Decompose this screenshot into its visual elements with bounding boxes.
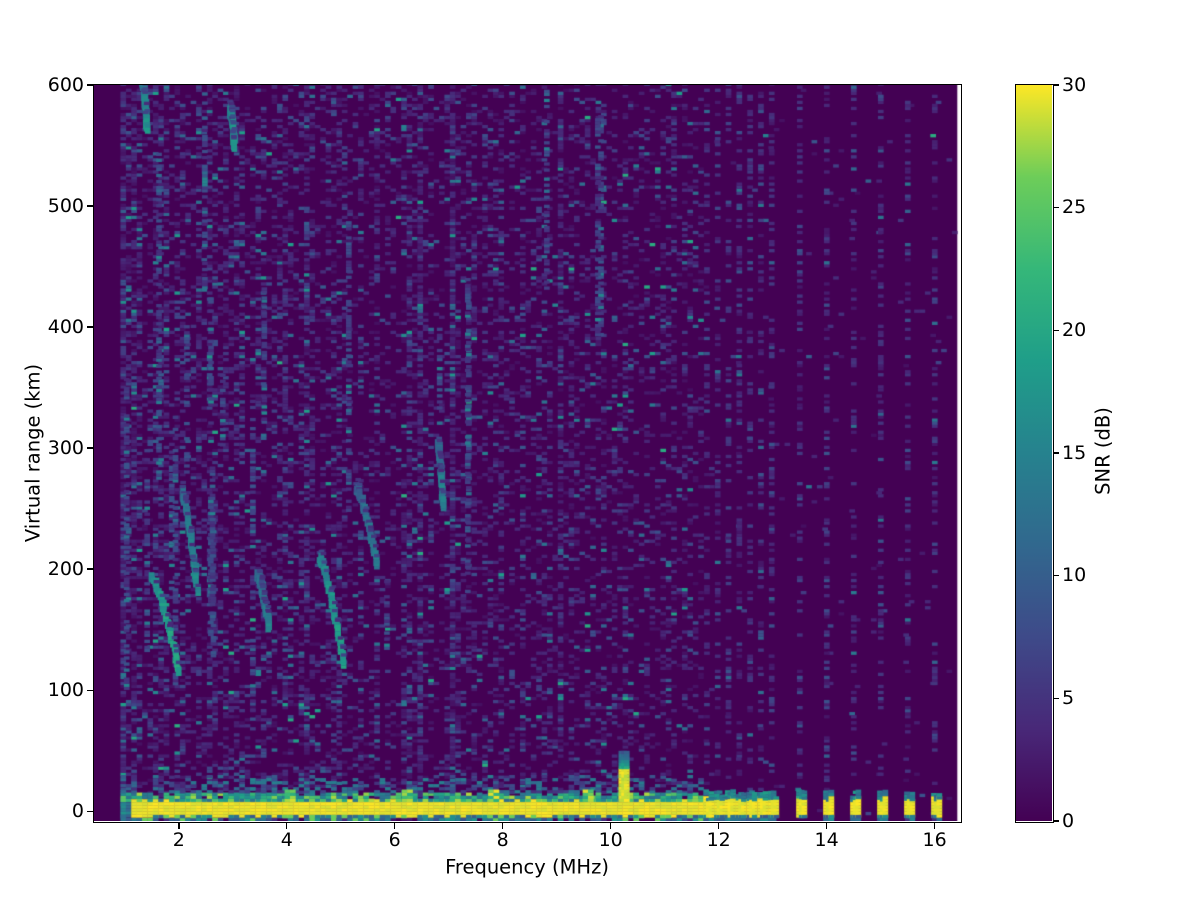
y-tick-label: 500 bbox=[47, 194, 84, 217]
colorbar-tick-mark bbox=[1053, 452, 1059, 454]
y-tick-mark bbox=[86, 447, 93, 449]
x-tick-label: 10 bbox=[598, 829, 623, 851]
colorbar-tick-label: 30 bbox=[1062, 73, 1087, 96]
x-tick-label: 16 bbox=[922, 829, 947, 851]
y-tick-mark bbox=[86, 568, 93, 570]
colorbar-tick-mark bbox=[1053, 329, 1059, 332]
x-tick-mark bbox=[393, 822, 396, 829]
colorbar-tick-label: 0 bbox=[1062, 809, 1075, 832]
x-tick-mark bbox=[933, 822, 936, 829]
colorbar-tick-label: 25 bbox=[1062, 196, 1087, 219]
y-tick-label: 400 bbox=[47, 315, 84, 338]
x-tick-label: 4 bbox=[280, 829, 293, 851]
y-tick-mark bbox=[86, 326, 93, 328]
y-tick-mark bbox=[86, 810, 93, 813]
colorbar-tick-label: 15 bbox=[1062, 441, 1087, 464]
y-tick-label: 300 bbox=[47, 436, 84, 459]
x-axis-label: Frequency (MHz) bbox=[445, 855, 609, 879]
x-tick-mark bbox=[717, 822, 720, 829]
ionogram-heatmap bbox=[94, 85, 960, 821]
y-tick-label: 100 bbox=[47, 678, 84, 701]
colorbar-tick-mark bbox=[1053, 84, 1059, 86]
y-tick-label: 600 bbox=[47, 73, 84, 96]
x-tick-label: 8 bbox=[496, 829, 509, 851]
x-tick-mark bbox=[825, 822, 828, 829]
y-tick-label: 0 bbox=[71, 799, 84, 822]
colorbar-label: SNR (dB) bbox=[1091, 407, 1115, 495]
y-tick-mark bbox=[86, 689, 93, 691]
y-tick-label: 200 bbox=[47, 557, 84, 580]
y-axis-label: Virtual range (km) bbox=[21, 363, 45, 543]
colorbar-tick-mark bbox=[1053, 574, 1059, 577]
x-tick-mark bbox=[285, 822, 288, 829]
y-tick-mark bbox=[86, 205, 93, 207]
x-tick-label: 14 bbox=[814, 829, 839, 851]
x-tick-label: 12 bbox=[706, 829, 731, 851]
colorbar-tick-label: 5 bbox=[1062, 686, 1075, 709]
colorbar-frame bbox=[1014, 83, 1054, 823]
x-tick-mark bbox=[609, 822, 612, 829]
y-tick-mark bbox=[86, 84, 93, 86]
x-tick-label: 2 bbox=[172, 829, 185, 851]
colorbar-tick-mark bbox=[1053, 697, 1059, 700]
x-tick-label: 6 bbox=[388, 829, 401, 851]
colorbar-tick-mark bbox=[1053, 206, 1059, 209]
x-tick-mark bbox=[178, 822, 180, 829]
colorbar-tick-mark bbox=[1053, 820, 1059, 822]
x-tick-mark bbox=[501, 822, 504, 829]
colorbar-tick-label: 20 bbox=[1062, 318, 1087, 341]
colorbar bbox=[1016, 85, 1052, 821]
plot-frame bbox=[92, 83, 962, 823]
colorbar-tick-label: 10 bbox=[1062, 564, 1087, 587]
